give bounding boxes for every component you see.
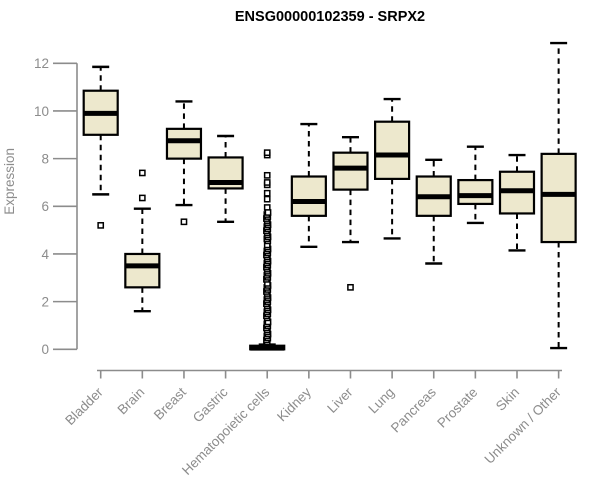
- box-lung: [374, 97, 411, 240]
- box-breast: [165, 100, 203, 226]
- x-tick-label-brain: Brain: [115, 385, 148, 418]
- box-gastric: [207, 134, 244, 223]
- iqr-box: [457, 178, 494, 206]
- y-tick-label: 6: [41, 199, 49, 214]
- x-tick-label-lung: Lung: [365, 385, 397, 417]
- x-tick-label-unknown-other: Unknown / Other: [482, 384, 565, 467]
- box-skin: [498, 153, 536, 252]
- outlier-point: [138, 194, 146, 202]
- y-tick-label: 0: [41, 342, 49, 357]
- outlier-point: [263, 195, 271, 203]
- x-tick-label-prostate: Prostate: [434, 385, 480, 431]
- x-tick-label-skin: Skin: [493, 385, 522, 414]
- outlier-point: [97, 222, 105, 229]
- box-hematopoietic-cells: [249, 149, 286, 351]
- y-tick-label: 2: [41, 294, 49, 309]
- outlier-point: [138, 169, 146, 177]
- x-tick-label-kidney: Kidney: [274, 384, 314, 424]
- iqr-box: [290, 175, 327, 217]
- outlier-point: [264, 209, 272, 216]
- iqr-box: [124, 252, 161, 289]
- x-tick-label-pancreas: Pancreas: [388, 384, 439, 435]
- x-tick-label-bladder: Bladder: [62, 384, 106, 428]
- box-brain: [124, 169, 161, 313]
- iqr-box: [165, 127, 203, 160]
- box-liver: [332, 135, 369, 291]
- x-tick-label-gastric: Gastric: [190, 384, 231, 425]
- y-tick-label: 10: [34, 104, 49, 119]
- y-tick-label: 4: [41, 247, 49, 262]
- box-prostate: [457, 145, 494, 225]
- chart-title: ENSG00000102359 - SRPX2: [234, 9, 426, 25]
- box-unknown-other: [540, 41, 577, 350]
- outlier-point: [263, 171, 271, 179]
- outlier-point: [263, 189, 271, 197]
- y-tick-label: 12: [34, 56, 49, 71]
- iqr-box: [540, 152, 577, 244]
- iqr-box: [374, 120, 411, 180]
- box-pancreas: [415, 158, 452, 265]
- y-tick-label: 8: [41, 151, 49, 166]
- outlier-point: [347, 283, 354, 291]
- outlier-point: [263, 149, 271, 157]
- x-tick-label-liver: Liver: [324, 384, 356, 416]
- box-kidney: [290, 122, 327, 249]
- box-bladder: [82, 65, 119, 229]
- outlier-point: [263, 179, 271, 186]
- iqr-box: [332, 151, 369, 191]
- x-tick-label-breast: Breast: [151, 384, 189, 422]
- outlier-point: [180, 218, 188, 226]
